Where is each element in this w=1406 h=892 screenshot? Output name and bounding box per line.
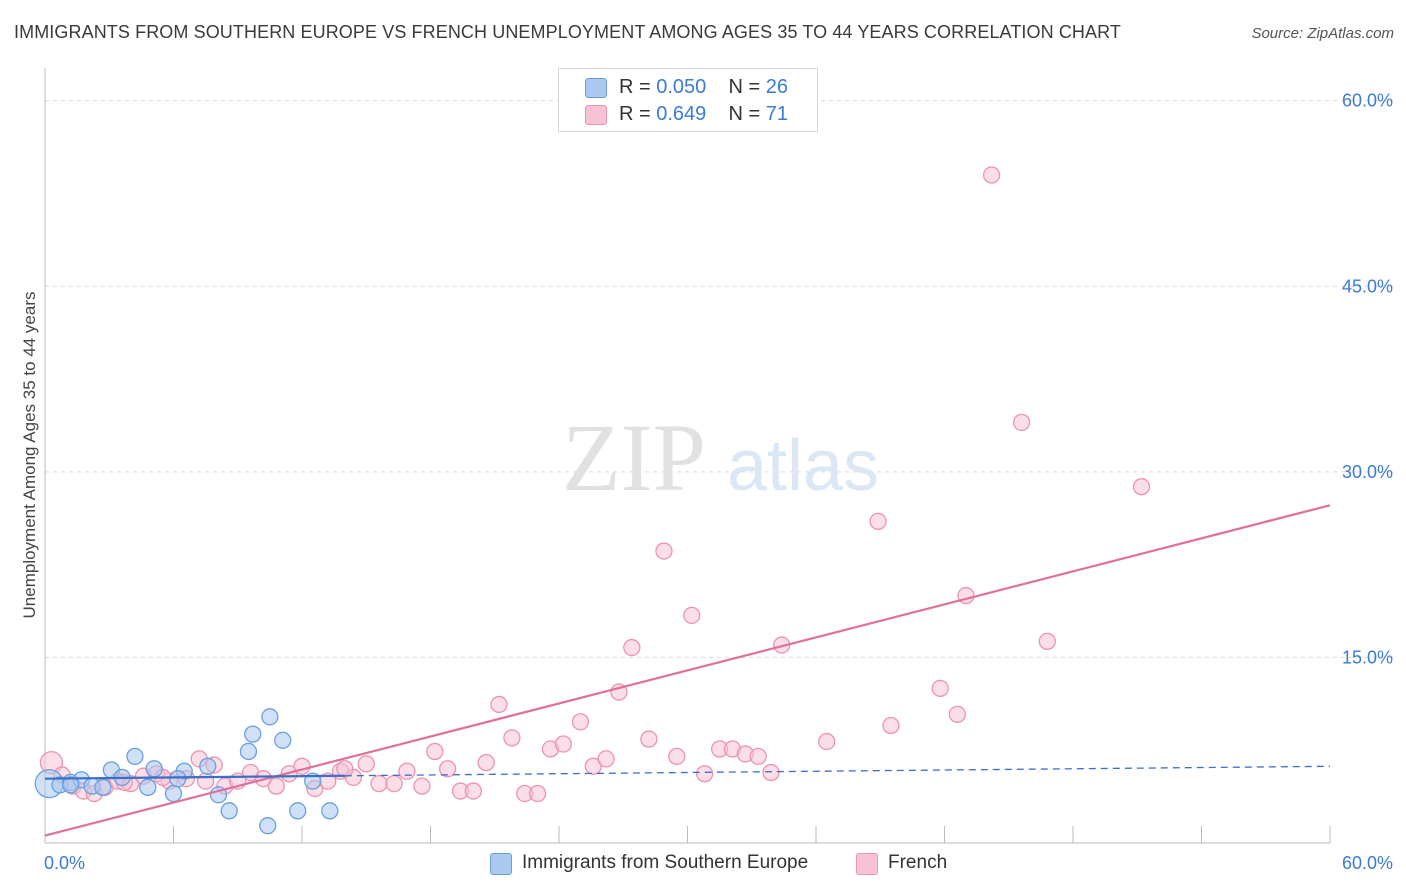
french-point [597,750,615,768]
french-point [336,760,354,778]
french-point [869,512,887,531]
southern-europe-point [139,778,157,796]
southern-europe-point [145,760,163,778]
legend-swatch-blue [585,78,607,98]
southern-europe-point [169,770,187,788]
legend-swatch-pink [856,853,878,875]
french-point [1132,478,1151,496]
southern-europe-point [62,776,80,794]
southern-europe-point [239,742,258,761]
r-label: R = [619,76,651,98]
r-value: 0.050 [656,76,707,98]
grid-lines [45,100,1395,658]
southern-europe-point [244,725,262,743]
french-trend-line [44,504,1331,837]
french-point [982,166,1001,184]
watermark-zip: ZIP [562,404,706,511]
southern-europe-trend-solid [44,774,345,780]
french-point [503,729,521,747]
axes [44,68,1331,844]
source-credit: Source: ZipAtlas.com [1251,25,1394,42]
r-value: 0.649 [656,103,707,125]
n-value: 26 [765,76,789,98]
french-point [464,782,482,800]
x-tick-label: 0.0% [44,853,85,873]
french-point [1012,413,1031,432]
correlation-legend: R = 0.050 N = 26 R = 0.649 N = 71 [558,68,818,132]
southern-europe-point [164,784,183,803]
southern-europe-point [274,731,292,749]
french-point [426,742,444,761]
watermark-atlas: atlas [727,426,879,506]
french-point [267,777,285,795]
french-point [623,638,641,657]
southern-europe-point [126,747,144,766]
french-point [584,757,602,775]
french-point [357,755,375,773]
french-point [762,763,780,782]
french-point [948,705,966,723]
r-label: R = [619,103,651,125]
legend-label-french: French [888,852,948,873]
legend-swatch-pink [585,105,607,125]
y-tick-label: 45.0% [1342,276,1393,296]
y-tick-label: 60.0% [1342,91,1393,111]
french-point [640,730,658,748]
french-point [370,774,388,793]
french-point [385,774,403,793]
french-point [683,606,701,625]
southern-europe-point [199,757,217,775]
southern-europe-point [220,802,238,820]
southern-europe-point [261,708,279,726]
southern-europe-point [321,802,339,820]
trend-lines [44,504,1331,837]
french-point [438,760,457,778]
french-point [931,679,949,698]
y-tick-label: 30.0% [1342,462,1393,482]
y-axis-title: Unemployment Among Ages 35 to 44 years [20,291,39,619]
french-point [477,753,495,772]
french-point [749,747,767,766]
southern-europe-point [289,802,307,820]
legend-label-southern-europe: Immigrants from Southern Europe [522,852,809,873]
x-tick-label: 60.0% [1342,853,1393,873]
x-tick-labels: 0.0% 60.0% [44,853,1393,873]
y-tick-labels: 15.0% 30.0% 45.0% 60.0% [1342,91,1393,668]
southern-europe-point [94,778,112,796]
legend-text-blue: R = 0.050 N = 26 [619,76,788,99]
french-point [490,695,508,714]
french-point [528,784,547,803]
southern-europe-trend-dashed [344,765,1331,777]
french-point [882,716,900,735]
french-point [398,762,416,780]
french-point [554,735,572,753]
french-point [655,542,673,560]
southern-europe-point [259,817,277,835]
french-point [668,747,686,766]
legend-text-pink: R = 0.649 N = 71 [619,103,788,126]
n-label: N = [728,103,761,125]
french-point [196,772,215,790]
french-point [818,732,836,751]
french-point [695,765,714,783]
legend-swatch-blue [490,853,512,875]
french-point [571,713,590,731]
n-value: 71 [765,103,789,125]
french-point [1038,632,1056,651]
chart-title: IMMIGRANTS FROM SOUTHERN EUROPE VS FRENC… [14,22,1121,42]
n-label: N = [728,76,761,98]
y-tick-label: 15.0% [1342,647,1393,667]
french-point [413,777,431,795]
